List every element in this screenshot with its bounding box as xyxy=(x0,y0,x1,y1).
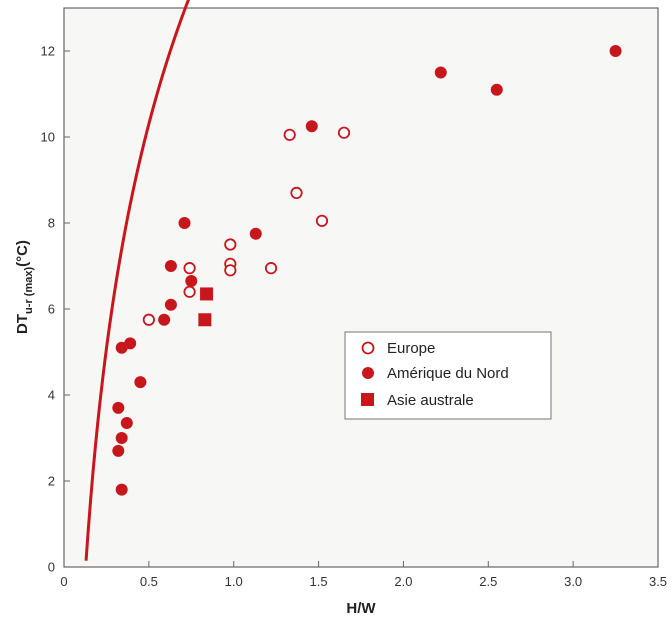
y-tick-label: 4 xyxy=(48,388,55,403)
data-point xyxy=(183,262,196,275)
data-point xyxy=(609,45,622,57)
y-tick-label: 2 xyxy=(48,474,55,489)
x-tick-label: 3.5 xyxy=(649,574,667,589)
legend-label-asie-australe: Asie australe xyxy=(387,392,474,409)
y-axis-ticks: 0 2 4 6 8 10 12 xyxy=(41,44,70,575)
x-tick-label: 0.5 xyxy=(140,574,158,589)
y-axis-label-unit: (°C) xyxy=(14,240,31,267)
plot-area xyxy=(63,7,659,568)
data-point xyxy=(434,66,447,79)
x-tick-label: 3.0 xyxy=(564,574,582,589)
y-tick-label: 0 xyxy=(48,560,55,575)
y-tick-label: 12 xyxy=(41,44,55,59)
data-point xyxy=(200,287,214,301)
data-point xyxy=(490,83,503,96)
data-point xyxy=(112,401,125,414)
data-point xyxy=(142,313,155,326)
data-point xyxy=(290,186,303,199)
legend-marker-asie-australe xyxy=(361,393,374,406)
data-point xyxy=(183,285,196,298)
y-axis-label: DTu-r (max)(°C) xyxy=(14,240,35,334)
legend-box xyxy=(344,331,552,420)
y-tick-label: 8 xyxy=(48,216,55,231)
y-axis-label-main: DT xyxy=(14,314,31,334)
data-point xyxy=(158,313,171,326)
data-point xyxy=(112,444,125,457)
x-tick-label: 2.5 xyxy=(479,574,497,589)
data-point xyxy=(337,126,351,139)
data-point xyxy=(115,432,128,444)
x-tick-label: 2.0 xyxy=(394,574,412,589)
data-point xyxy=(178,217,191,229)
fit-curve xyxy=(84,0,190,561)
data-point xyxy=(115,483,128,496)
legend-label-amerique-du-nord: Amérique du Nord xyxy=(387,365,509,382)
x-axis-label: H/W xyxy=(346,600,376,617)
x-axis-ticks: 0 0.5 1.0 1.5 2.0 2.5 3.0 3.5 xyxy=(60,561,667,589)
data-point xyxy=(134,376,147,389)
data-point xyxy=(283,128,296,141)
y-axis-label-sub: u-r (max) xyxy=(23,267,35,314)
legend: Europe Amérique du Nord Asie australe xyxy=(344,331,552,420)
y-tick-label: 10 xyxy=(41,130,55,145)
data-points xyxy=(112,45,622,496)
x-tick-label: 1.5 xyxy=(310,574,328,589)
data-point xyxy=(120,416,133,429)
data-point xyxy=(264,262,278,275)
legend-marker-europe xyxy=(361,341,375,355)
data-point xyxy=(164,298,177,311)
x-tick-label: 0 xyxy=(60,574,67,589)
data-point xyxy=(224,238,237,251)
data-point xyxy=(185,275,198,288)
y-tick-label: 6 xyxy=(48,302,55,317)
data-point xyxy=(249,227,262,240)
legend-marker-amerique-du-nord xyxy=(362,367,374,379)
data-point xyxy=(224,264,237,277)
data-point xyxy=(124,337,137,350)
data-point xyxy=(315,214,329,227)
data-point xyxy=(164,260,177,272)
x-tick-label: 1.0 xyxy=(225,574,243,589)
legend-label-europe: Europe xyxy=(387,340,435,357)
data-point xyxy=(198,313,212,327)
data-point xyxy=(305,120,318,133)
